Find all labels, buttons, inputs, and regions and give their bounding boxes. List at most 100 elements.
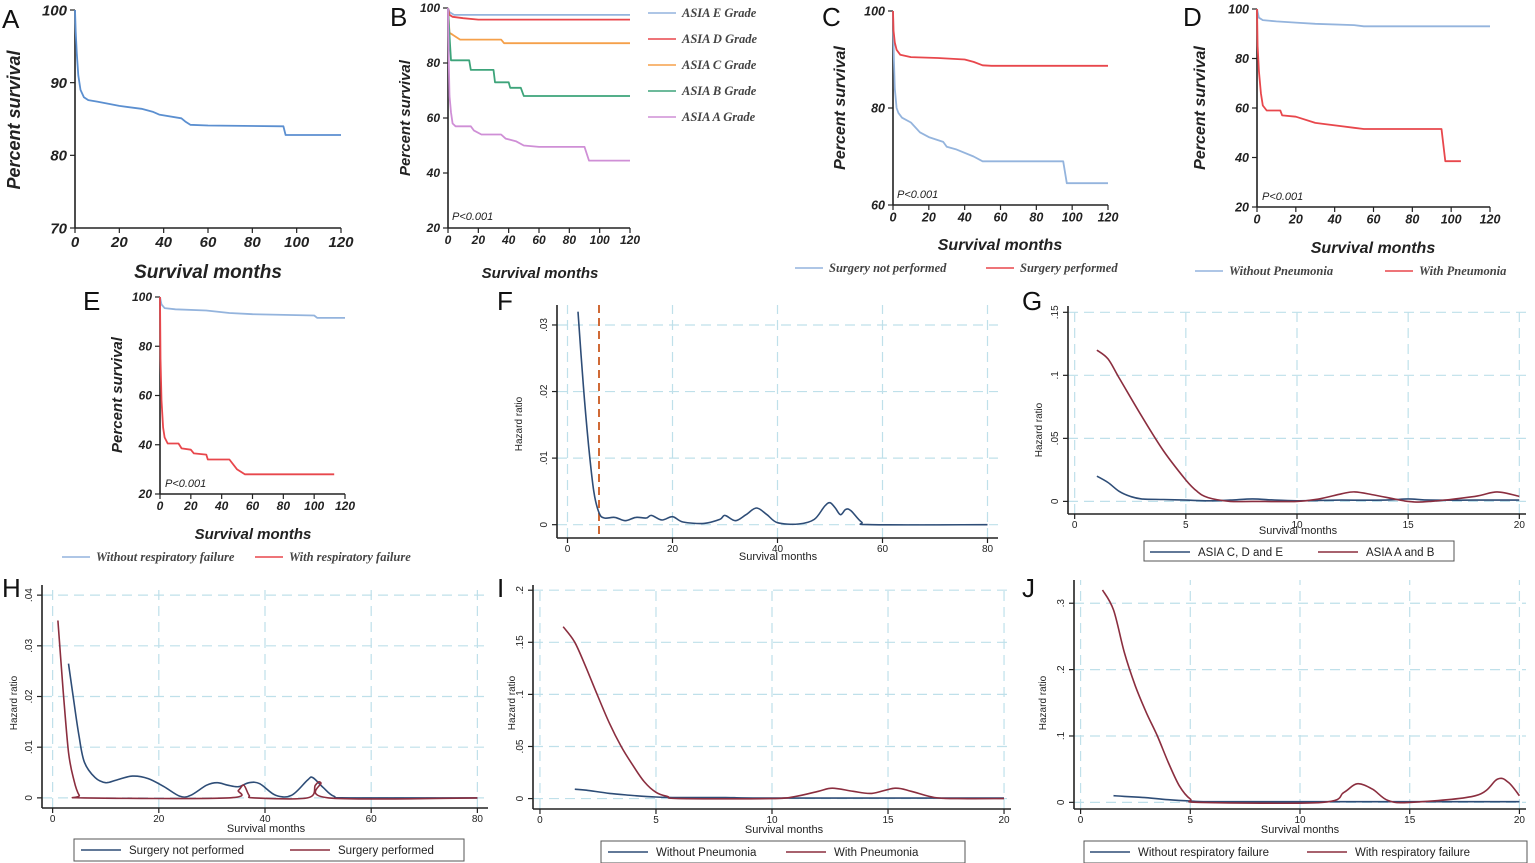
panel-label: E [83, 286, 100, 316]
y-tick-label: 80 [1235, 52, 1249, 66]
legend-box [73, 838, 465, 862]
panel-label: C [822, 2, 841, 32]
y-tick-label: 60 [139, 389, 153, 403]
panel-i: I 0 5 10 15 20 0 .05 .1 .15 .2 Survival months Hazar… [497, 573, 1011, 863]
x-tick-label: 100 [284, 234, 310, 251]
legend-label: Without Pneumonia [656, 847, 757, 859]
y-tick-label: .02 [24, 689, 35, 703]
x-axis-title: Survival months [1259, 525, 1338, 537]
series-line [1101, 589, 1521, 805]
y-axis-title: Percent survival [397, 59, 414, 176]
x-tick-label: 100 [1441, 213, 1462, 227]
series-line [892, 10, 1108, 67]
legend-box [1143, 540, 1455, 562]
legend-label: Surgery not performed [829, 261, 947, 275]
x-tick-label: 60 [532, 233, 546, 247]
y-tick-label: 100 [132, 290, 152, 304]
legend-label: Without respiratory failure [1138, 847, 1269, 859]
series-line [159, 296, 335, 476]
x-tick-label: 80 [1405, 213, 1419, 227]
y-tick-label: 20 [426, 221, 441, 235]
x-tick-label: 0 [157, 499, 164, 513]
y-tick-label: .03 [24, 638, 35, 652]
y-tick-label: .15 [1050, 305, 1061, 319]
y-tick-label: .03 [539, 318, 550, 332]
y-tick-label: 0 [1056, 799, 1067, 805]
x-tick-label: 5 [1188, 815, 1194, 826]
x-axis-title: Survival months [739, 551, 818, 563]
legend: ASIA C, D and E ASIA A and B [1143, 540, 1455, 562]
x-tick-label: 20 [998, 815, 1010, 826]
legend: Surgery not performed Surgery performed [73, 838, 465, 862]
legend-label: With Pneumonia [834, 847, 919, 859]
y-tick-label: 90 [50, 75, 67, 92]
y-tick-label: 100 [420, 1, 440, 15]
panel-label: I [497, 573, 504, 603]
x-tick-label: 0 [50, 814, 56, 825]
x-tick-label: 0 [890, 211, 897, 225]
panel-j: J 0 5 10 15 20 0 .1 .2 .3 Survival months Hazard ra… [1022, 573, 1528, 863]
x-axis-title: Survival months [134, 262, 282, 283]
series-line [57, 620, 478, 800]
y-tick-label: 20 [1234, 200, 1249, 214]
x-tick-label: 60 [246, 499, 260, 513]
x-tick-label: 40 [259, 814, 271, 825]
x-tick-label: 20 [153, 814, 165, 825]
legend-box [1083, 840, 1528, 863]
series-line [447, 7, 630, 97]
legend: Without respiratory failure With respirat… [1083, 840, 1528, 863]
y-tick-label: .2 [515, 586, 526, 595]
legend-label: ASIA A and B [1366, 547, 1435, 559]
series-line [577, 311, 988, 526]
x-tick-label: 5 [1183, 520, 1189, 531]
x-tick-label: 120 [328, 234, 354, 251]
series-line [447, 7, 630, 16]
y-tick-label: 100 [864, 4, 885, 18]
x-tick-label: 40 [1327, 213, 1342, 227]
x-tick-label: 60 [1367, 213, 1381, 227]
legend-label: Without respiratory failure [96, 550, 235, 564]
x-tick-label: 120 [1480, 213, 1501, 227]
series-line [447, 7, 630, 21]
x-axis-title: Survival months [482, 265, 599, 282]
legend: Surgery not performed Surgery performed [795, 261, 1118, 275]
legend-label: ASIA B Grade [681, 84, 757, 98]
x-tick-label: 0 [1072, 520, 1078, 531]
y-tick-label: 0 [539, 521, 550, 527]
y-tick-label: 60 [871, 198, 885, 212]
legend-label: ASIA E Grade [681, 6, 757, 20]
x-tick-label: 80 [472, 814, 484, 825]
x-tick-label: 40 [957, 211, 972, 225]
series-line [74, 9, 341, 136]
legend-label: With Pneumonia [1419, 264, 1506, 278]
y-tick-label: .05 [1050, 431, 1061, 445]
panel-b: B 0 20 40 60 80 100 120 20 40 60 80 100 Survival mont… [390, 1, 757, 282]
x-tick-label: 20 [1514, 520, 1526, 531]
x-tick-label: 20 [667, 544, 679, 555]
x-tick-label: 80 [277, 499, 291, 513]
y-tick-label: 80 [139, 339, 153, 353]
x-tick-label: 15 [882, 815, 894, 826]
x-tick-label: 0 [71, 234, 80, 251]
p-value: P<0.001 [452, 211, 493, 223]
series-line [447, 7, 630, 162]
panel-f: F 0 20 40 60 80 0 .01 .02 .03 Survival months Hazar… [497, 286, 998, 563]
series-line [562, 626, 1005, 800]
x-tick-label: 20 [110, 234, 128, 251]
y-axis-title: Hazard ratio [9, 675, 20, 730]
series-line [1096, 349, 1520, 503]
y-tick-label: .1 [1056, 731, 1067, 740]
series-line [447, 7, 630, 45]
x-tick-label: 20 [1288, 213, 1303, 227]
panel-e: E 0 20 40 60 80 100 120 20 40 60 80 100 Survival mont… [62, 286, 411, 564]
x-tick-label: 100 [1062, 211, 1083, 225]
x-tick-label: 40 [154, 234, 172, 251]
y-tick-label: 0 [1050, 498, 1061, 504]
x-tick-label: 20 [921, 211, 936, 225]
legend: ASIA E Grade ASIA D Grade ASIA C Grade ASIA… [648, 6, 757, 124]
series-line [159, 296, 345, 319]
y-tick-label: 40 [138, 438, 153, 452]
series-line [892, 10, 1108, 185]
y-tick-label: 100 [42, 2, 68, 19]
